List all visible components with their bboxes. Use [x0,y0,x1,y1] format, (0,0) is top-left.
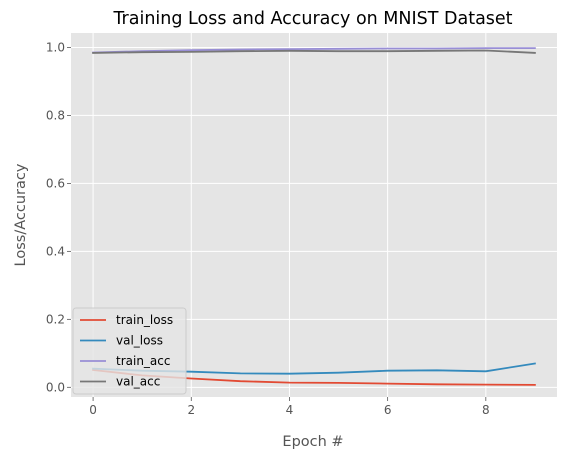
x-tick-label: 4 [286,403,294,417]
x-tick-label: 0 [89,403,97,417]
legend: train_loss val_loss train_acc val_acc [72,307,187,395]
y-tick-label: 1.0 [46,40,65,54]
y-tick-label: 0.0 [46,380,65,394]
y-tick-label: 0.4 [46,244,65,258]
axis-ticks: 0 2 4 6 8 0.0 0.2 0.4 0.6 0.8 1.0 [46,40,490,417]
y-tick-label: 0.6 [46,176,65,190]
y-axis-label: Loss/Accuracy [13,163,29,266]
x-axis-label: Epoch # [282,434,343,450]
series-lines [92,47,536,386]
legend-label-train-acc: train_acc [116,354,170,368]
x-tick-label: 8 [482,403,490,417]
chart-title: Training Loss and Accuracy on MNIST Data… [112,9,512,29]
series-line-val-acc [92,49,536,54]
y-tick-label: 0.8 [46,108,65,122]
series-line-train-acc [92,47,536,54]
legend-box [72,307,187,395]
x-tick-label: 2 [187,403,195,417]
x-tick-label: 6 [384,403,392,417]
legend-label-train-loss: train_loss [116,313,173,327]
legend-label-val-loss: val_loss [116,334,163,348]
y-tick-label: 0.2 [46,312,65,326]
legend-label-val-acc: val_acc [116,375,160,389]
